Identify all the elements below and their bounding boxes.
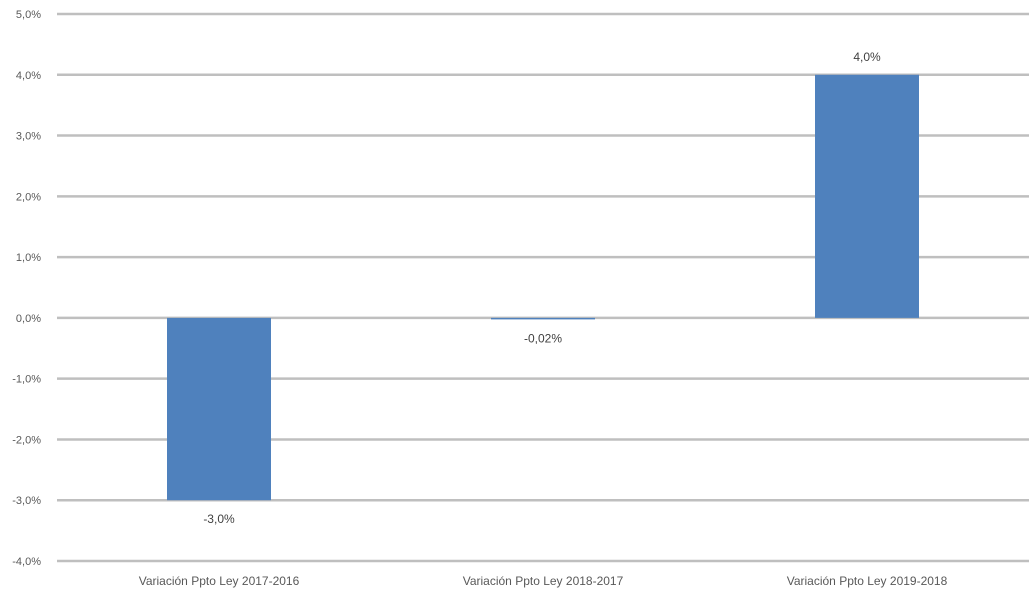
y-axis-ticks: 5,0% 4,0% 3,0% 2,0% 1,0% 0,0% -1,0% -2,0% -3,0% -… [12, 9, 41, 568]
y-tick-label: 3,0% [16, 131, 41, 143]
y-tick-label: -4,0% [12, 556, 41, 568]
y-tick-label: -3,0% [12, 495, 41, 507]
x-axis-categories: Variación Ppto Ley 2017-2016 Variación Pp… [139, 574, 948, 588]
x-category-label: Variación Ppto Ley 2018-2017 [463, 574, 624, 588]
y-tick-label: 5,0% [16, 9, 41, 21]
bar [815, 74, 919, 318]
y-tick-label: 2,0% [16, 191, 41, 203]
data-label: 4,0% [853, 50, 881, 64]
y-tick-label: 1,0% [16, 252, 41, 264]
x-category-label: Variación Ppto Ley 2019-2018 [787, 574, 948, 588]
y-tick-label: -2,0% [12, 434, 41, 446]
y-tick-label: -1,0% [12, 374, 41, 386]
bar [167, 317, 271, 501]
bar [491, 317, 595, 320]
data-label: -3,0% [203, 512, 235, 526]
data-labels: -3,0% -0,02% 4,0% [203, 50, 881, 526]
y-tick-label: 4,0% [16, 70, 41, 82]
y-tick-label: 0,0% [16, 313, 41, 325]
data-label: -0,02% [524, 331, 562, 345]
x-category-label: Variación Ppto Ley 2017-2016 [139, 574, 300, 588]
bars [167, 74, 919, 501]
